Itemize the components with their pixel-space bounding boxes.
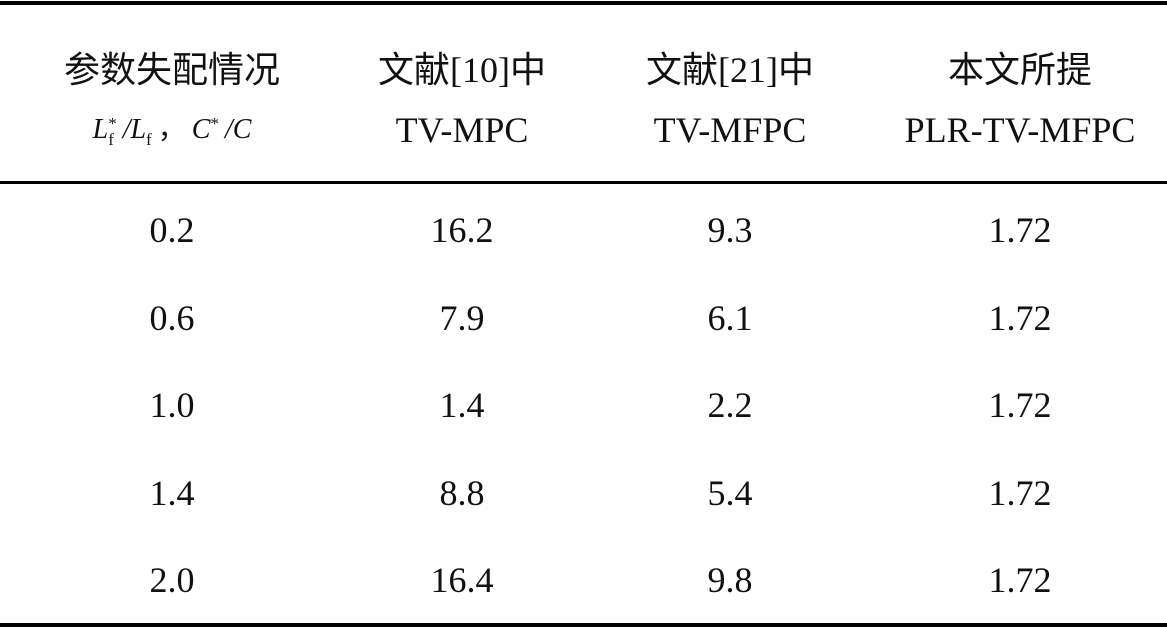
formula-part: C *: [192, 110, 219, 150]
formula-scripts: *: [210, 113, 219, 148]
table-cell: 1.0: [149, 385, 195, 425]
formula-symbol: /L: [122, 114, 147, 145]
formula-sup: *: [108, 113, 117, 133]
top-rule: [0, 1, 1167, 5]
header-cell: PLR-TV-MFPC: [904, 110, 1136, 150]
table-cell: 1.72: [988, 560, 1052, 600]
table-cell: 9.8: [707, 560, 753, 600]
formula-symbol: /C: [224, 114, 252, 145]
formula-sub: f: [146, 129, 152, 149]
table-cell: 7.9: [439, 297, 485, 338]
bottom-rule: [0, 623, 1167, 627]
header-cell: TV-MFPC: [653, 110, 807, 150]
header-cell: 参数失配情况: [63, 50, 280, 90]
table-cell: 16.2: [430, 210, 494, 250]
formula-symbol: C: [191, 114, 211, 145]
header-cell: 本文所提: [947, 50, 1092, 90]
header-formula: L * f/L f， C */C: [27, 110, 317, 150]
formula-sub: f: [108, 129, 114, 149]
table-cell: 1.72: [988, 297, 1052, 338]
header-cell: TV-MPC: [395, 110, 529, 150]
table-cell: 1.72: [988, 210, 1052, 250]
formula-scripts: * f: [108, 113, 117, 149]
header-cell: 文献[21]中: [646, 50, 814, 90]
formula-symbol: L: [92, 114, 109, 145]
table-cell: 0.2: [149, 210, 195, 250]
table-cell: 16.4: [430, 560, 494, 600]
formula-part: ，: [158, 110, 186, 150]
formula-part: /C: [225, 110, 251, 150]
table-cell: 6.1: [707, 297, 753, 338]
header-rule: [0, 181, 1167, 184]
table-cell: 5.4: [707, 472, 753, 513]
header-cell: 文献[10]中: [378, 50, 546, 90]
table-cell: 0.6: [149, 297, 195, 338]
formula-scripts: f: [146, 116, 152, 148]
table-cell: 8.8: [439, 472, 485, 513]
table-cell: 1.4: [439, 385, 485, 425]
table-cell: 9.3: [707, 210, 753, 250]
formula-part: /L f: [123, 110, 152, 150]
table-cell: 2.0: [149, 560, 195, 600]
table-cell: 1.72: [988, 472, 1052, 513]
table-cell: 1.72: [988, 385, 1052, 425]
formula-sup: *: [210, 113, 219, 133]
formula-sub: [210, 132, 219, 148]
table-cell: 2.2: [707, 385, 753, 425]
formula-symbol: ，: [157, 114, 186, 145]
formula-part: L * f: [93, 110, 117, 150]
table-cell: 1.4: [149, 472, 195, 513]
